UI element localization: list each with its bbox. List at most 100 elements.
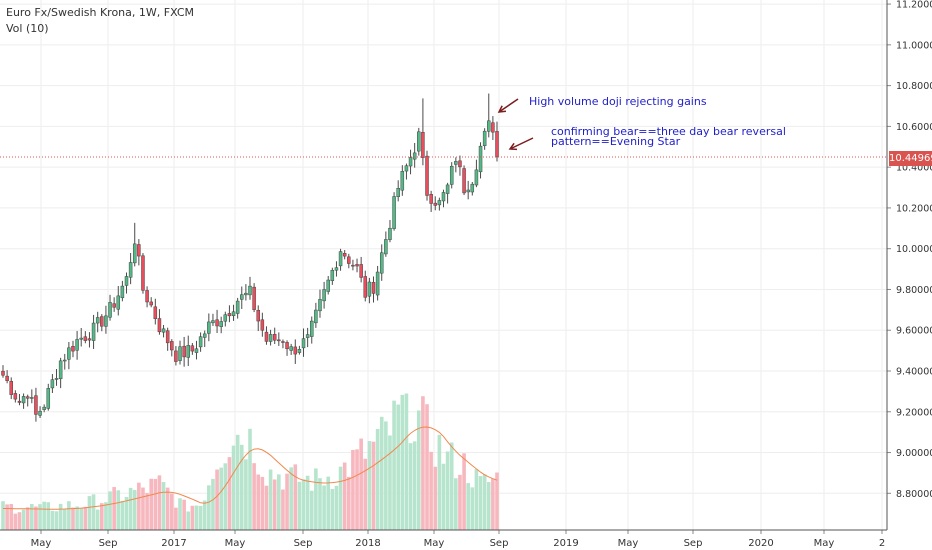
candle-body-up (326, 279, 330, 292)
candle-body-down (281, 341, 285, 343)
volume-bar (178, 498, 182, 530)
candle-body-up (50, 379, 55, 389)
volume-bar (161, 481, 166, 530)
candle (470, 181, 475, 196)
volume-bar (13, 513, 18, 530)
candle (388, 219, 392, 243)
candle-body-up (301, 338, 306, 349)
candle-body-up (289, 346, 293, 351)
candle-body-up (375, 271, 380, 296)
candle-body-up (104, 315, 108, 327)
grid-lines (0, 0, 887, 530)
candle (445, 182, 450, 204)
candle (120, 280, 125, 302)
volume-bar (392, 400, 396, 530)
candle-body-down (137, 244, 141, 257)
candle (1, 365, 5, 378)
candle-body-down (421, 132, 425, 158)
candle-body-up (454, 161, 458, 165)
candle (79, 327, 83, 347)
volume-bar (215, 469, 219, 530)
volume-bar (157, 475, 162, 530)
candle (207, 313, 211, 342)
candle-body-up (330, 269, 335, 281)
candle (104, 305, 108, 334)
volume-bar (67, 501, 71, 530)
volume-bar (62, 508, 67, 530)
candle-body-up (244, 292, 248, 296)
x-tick-label: May (618, 538, 639, 549)
volume-bar (281, 489, 285, 530)
candle (54, 368, 59, 386)
candle-body-up (124, 276, 129, 286)
candle (256, 305, 260, 332)
candle-body-down (165, 330, 170, 344)
candle (408, 149, 413, 175)
candle-body-up (75, 339, 79, 351)
x-tick-label: May (814, 538, 835, 549)
candle-body-up (91, 322, 96, 341)
volume-bar (322, 485, 326, 530)
candle (240, 286, 244, 309)
candle-body-down (355, 264, 359, 267)
candle-body-up (379, 252, 384, 274)
candle (227, 305, 232, 323)
x-tick-label: 2017 (161, 538, 186, 549)
candle (412, 142, 417, 168)
candle (363, 270, 368, 302)
volume-bar (449, 442, 454, 530)
volume-bar (454, 478, 458, 530)
candle (322, 281, 326, 309)
candle-body-up (186, 345, 190, 358)
candle-body-up (396, 188, 400, 197)
volume-bar (42, 501, 46, 530)
candle (124, 272, 129, 294)
x-tick-label: 2020 (748, 538, 773, 549)
candle (128, 253, 133, 285)
volume-bar (330, 488, 335, 530)
candle (145, 286, 149, 308)
candle-body-up (248, 285, 252, 296)
candle-body-down (433, 202, 437, 206)
volume-bar (235, 434, 240, 530)
candle-body-down (277, 339, 281, 342)
candle (351, 259, 355, 271)
candle-body-down (272, 334, 277, 341)
candle (170, 339, 174, 357)
volume-bar (495, 472, 499, 530)
volume-bar (128, 487, 133, 530)
chart-legend: Euro Fx/Swedish Krona, 1W, FXCM Vol (10) (6, 5, 194, 37)
y-axis: 11.20000 11.00000 10.80000 10.60000 10.40000… (886, 0, 932, 530)
volume-bar (367, 441, 372, 530)
candle (384, 231, 388, 257)
candle (425, 150, 429, 201)
candle-body-up (58, 360, 63, 379)
candle (17, 394, 22, 406)
volume-bar (404, 393, 409, 530)
volume-bar (231, 445, 236, 530)
candle (108, 294, 112, 321)
volume-bar (207, 485, 211, 530)
candle (330, 267, 335, 285)
candle (396, 180, 400, 202)
candle-body-down (293, 346, 298, 355)
volume-bar (351, 449, 355, 530)
candle (318, 289, 322, 318)
volume-bar (198, 505, 203, 530)
volume-bar (384, 421, 388, 530)
candle-body-down (351, 264, 355, 267)
candle-body-up (487, 120, 491, 132)
volume-bar (194, 505, 199, 530)
volume-bar (227, 457, 232, 530)
volume-bar (285, 473, 289, 530)
candle-body-up (30, 397, 34, 399)
candle (487, 93, 491, 138)
candle-body-up (318, 299, 322, 312)
annotation-arrows (497, 98, 534, 151)
volume-bar (54, 511, 59, 530)
candle (429, 190, 433, 212)
candle-body-down (190, 345, 195, 352)
candle-body-up (202, 333, 207, 338)
volume-bar (38, 504, 42, 530)
